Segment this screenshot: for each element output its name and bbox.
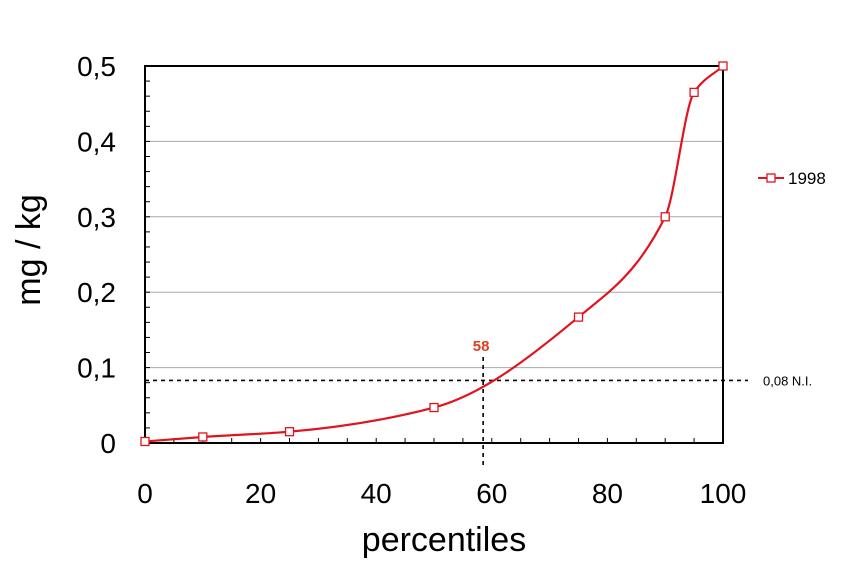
y-tick-label: 0,5 bbox=[77, 51, 116, 82]
series-line-1998 bbox=[144, 65, 724, 443]
legend-label: 1998 bbox=[788, 169, 826, 188]
y-tick-label: 0,3 bbox=[77, 202, 116, 233]
x-tick-label: 100 bbox=[700, 478, 747, 509]
y-axis-title: mg / kg bbox=[10, 194, 48, 305]
series-points bbox=[140, 61, 728, 447]
data-point bbox=[689, 87, 699, 98]
x-tick-label: 20 bbox=[245, 478, 276, 509]
marker-label: 58 bbox=[473, 338, 490, 355]
legend-marker bbox=[766, 173, 776, 183]
y-tick-label: 0,2 bbox=[77, 277, 116, 308]
data-point bbox=[140, 436, 150, 447]
data-point bbox=[198, 432, 208, 442]
y-tick-label: 0,1 bbox=[77, 353, 116, 384]
reference-label: 0,08 N.I. bbox=[763, 373, 812, 388]
y-tick-labels: 0 0,1 0,2 0,3 0,4 0,5 bbox=[77, 51, 116, 459]
x-tick-labels: 0 20 40 60 80 100 bbox=[137, 478, 746, 509]
x-tick-label: 80 bbox=[592, 478, 623, 509]
minor-ticks bbox=[144, 65, 724, 444]
data-point bbox=[284, 427, 295, 437]
data-point bbox=[573, 312, 584, 322]
x-tick-label: 0 bbox=[137, 478, 153, 509]
y-tick-label: 0 bbox=[100, 428, 116, 459]
legend: 1998 bbox=[758, 169, 826, 188]
data-point bbox=[429, 402, 439, 413]
grid-lines bbox=[145, 140, 723, 369]
x-tick-label: 40 bbox=[361, 478, 392, 509]
y-tick-label: 0,4 bbox=[77, 126, 116, 157]
data-point bbox=[718, 61, 728, 71]
x-axis-title: percentiles bbox=[362, 521, 526, 559]
x-tick-label: 60 bbox=[476, 478, 507, 509]
plot-frame bbox=[144, 65, 724, 444]
data-point bbox=[660, 212, 670, 222]
